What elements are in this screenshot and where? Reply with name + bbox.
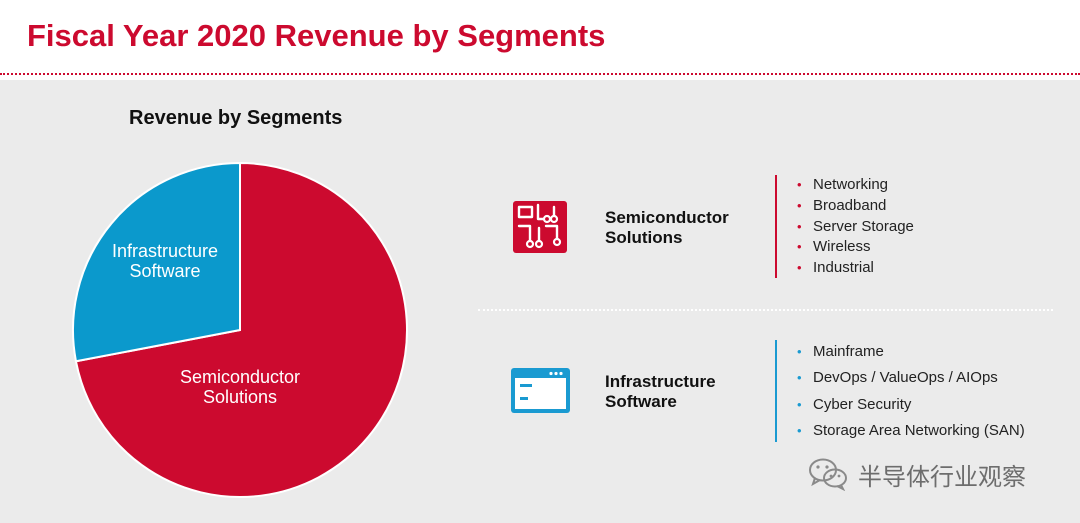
list-item-label: Industrial	[813, 259, 874, 277]
list-item-label: Mainframe	[813, 343, 884, 360]
title-divider	[0, 73, 1080, 75]
pie-slice-label-line: Software	[129, 261, 200, 281]
pie-slice-label-line: Infrastructure	[112, 241, 218, 261]
pie-slice-label-line: Solutions	[203, 387, 277, 407]
list-item-label: DevOps / ValueOps / AIOps	[813, 369, 998, 387]
chart-title: Revenue by Segments	[129, 107, 343, 129]
list-item: • Server Storage	[797, 217, 914, 235]
list-item: • Mainframe	[797, 343, 884, 360]
segment-title-line: Infrastructure	[605, 372, 716, 391]
list-item-label: Storage Area Networking (SAN)	[813, 421, 1025, 439]
list-item: • Broadband	[797, 196, 887, 214]
pie-slice-label-line: Semiconductor	[180, 367, 300, 387]
segment-title-line: Software	[605, 392, 677, 411]
app-window-icon	[511, 368, 570, 413]
segment-divider	[478, 309, 1053, 311]
list-item-label: Broadband	[813, 196, 887, 214]
list-item: • Storage Area Networking (SAN)	[797, 421, 1025, 439]
list-item-label: Server Storage	[813, 217, 914, 235]
pie-slice-infrastructure	[72, 161, 241, 363]
infrastructure-list: • Mainframe • DevOps / ValueOps / AIOps • C…	[797, 339, 1025, 444]
pie-slice-label: Infrastructure Software	[112, 241, 218, 281]
wechat-icon	[809, 458, 847, 491]
list-item-label: Networking	[813, 176, 889, 193]
segment-title-line: Solutions	[605, 228, 683, 247]
pie-slice-semiconductor	[74, 161, 408, 498]
semiconductor-segment-title: Semiconductor Solutions	[605, 208, 765, 248]
circuit-chip-icon	[513, 201, 567, 253]
semiconductor-list: • Networking • Broadband • Server Storage •…	[797, 175, 914, 279]
watermark-text: 半导体行业观察	[858, 463, 1026, 491]
list-item: • Networking	[797, 176, 889, 193]
page-title: Fiscal Year 2020 Revenue by Segments	[27, 18, 606, 53]
list-item-label: Cyber Security	[813, 395, 912, 413]
list-item: • Wireless	[797, 238, 871, 256]
list-item: • Industrial	[797, 259, 874, 277]
pie-slice-label: Semiconductor Solutions	[180, 367, 300, 407]
semiconductor-divider	[775, 175, 777, 278]
list-item: • Cyber Security	[797, 395, 912, 413]
watermark: 半导体行业观察	[808, 456, 1026, 492]
infrastructure-segment-title: Infrastructure Software	[605, 372, 765, 412]
list-item-label: Wireless	[813, 238, 871, 256]
list-item: • DevOps / ValueOps / AIOps	[797, 369, 998, 387]
infrastructure-divider	[775, 340, 777, 442]
segment-title-line: Semiconductor	[605, 208, 729, 227]
